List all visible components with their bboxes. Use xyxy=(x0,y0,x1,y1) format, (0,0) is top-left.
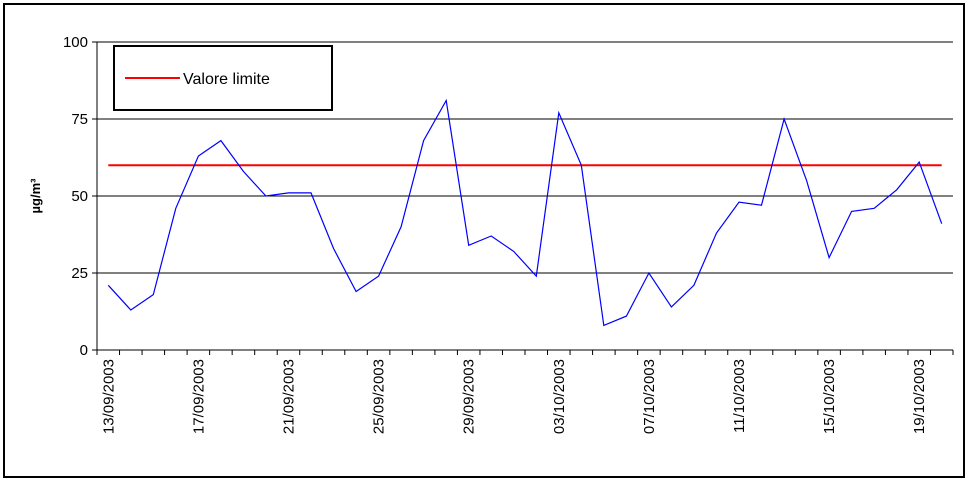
x-tick-label: 03/10/2003 xyxy=(551,359,568,434)
legend-label-valore-limite: Valore limite xyxy=(183,71,270,88)
x-tick-label: 25/09/2003 xyxy=(371,359,388,434)
x-tick-label: 19/10/2003 xyxy=(911,359,928,434)
x-tick-label: 21/09/2003 xyxy=(280,359,297,434)
x-tick-labels: 13/09/2003 17/09/2003 21/09/2003 25/09/2003… xyxy=(100,359,928,434)
y-tick-label: 25 xyxy=(71,265,88,282)
axes xyxy=(92,41,954,355)
x-tick-label: 17/09/2003 xyxy=(190,359,207,434)
series-lines xyxy=(107,98,943,327)
x-tick-label: 13/09/2003 xyxy=(100,359,117,434)
x-tick-label: 29/09/2003 xyxy=(461,359,478,434)
grid-lines xyxy=(97,41,953,274)
x-tick-label: 11/10/2003 xyxy=(731,359,748,433)
x-tick-label: 15/10/2003 xyxy=(821,359,838,434)
y-tick-label: 75 xyxy=(71,111,88,128)
y-tick-label: 50 xyxy=(71,188,88,205)
y-tick-label: 100 xyxy=(63,34,88,51)
series-line-concentration xyxy=(107,98,943,327)
legend: Valore limite xyxy=(113,45,333,111)
y-tick-labels: 0 25 50 75 100 xyxy=(63,34,88,359)
y-axis-title: µg/m³ xyxy=(28,178,43,214)
y-tick-label: 0 xyxy=(80,342,88,359)
x-tick-label: 07/10/2003 xyxy=(641,359,658,434)
